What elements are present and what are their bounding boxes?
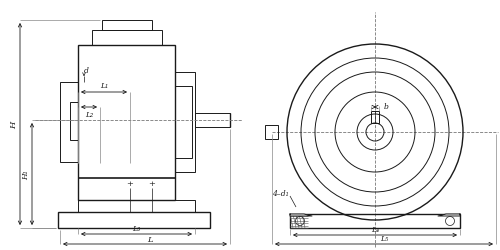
- Bar: [175, 73, 195, 172]
- Text: H: H: [10, 121, 18, 128]
- Text: L₂: L₂: [85, 110, 93, 118]
- Text: L₄: L₄: [371, 226, 379, 234]
- Bar: [175, 87, 192, 158]
- Text: L₃: L₃: [132, 224, 140, 232]
- Text: 4–d₁: 4–d₁: [272, 189, 288, 197]
- Text: +: +: [126, 179, 134, 187]
- Text: +: +: [148, 179, 156, 187]
- Text: H₁: H₁: [22, 170, 30, 179]
- Bar: [265, 126, 278, 140]
- Bar: [78, 200, 195, 212]
- Text: b: b: [384, 102, 388, 110]
- Bar: [70, 102, 78, 141]
- Bar: [195, 114, 230, 128]
- Text: L₁: L₁: [100, 82, 108, 90]
- Text: L₅: L₅: [380, 234, 388, 242]
- Bar: [290, 214, 460, 228]
- Bar: [60, 83, 78, 162]
- Bar: [92, 31, 162, 46]
- Bar: [102, 21, 152, 31]
- Polygon shape: [290, 214, 312, 216]
- Bar: [371, 112, 379, 124]
- Polygon shape: [438, 214, 460, 216]
- Text: d: d: [84, 67, 88, 75]
- Bar: [78, 46, 175, 200]
- Text: L: L: [147, 235, 153, 243]
- Bar: [58, 212, 210, 228]
